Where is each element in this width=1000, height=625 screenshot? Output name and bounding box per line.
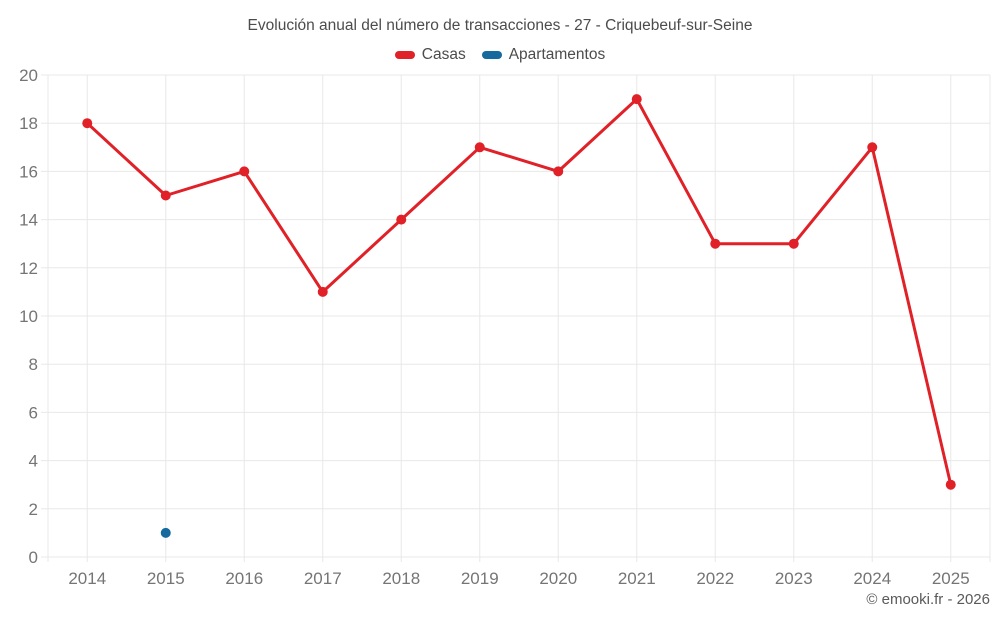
legend-swatch-casas	[394, 51, 415, 59]
x-axis-tick-label: 2018	[382, 569, 420, 588]
data-point-casas-2021[interactable]	[631, 94, 642, 105]
y-axis-tick-label: 8	[29, 355, 38, 374]
y-axis-tick-label: 10	[19, 307, 38, 326]
x-axis-tick-label: 2019	[461, 569, 499, 588]
data-point-casas-2019[interactable]	[474, 142, 485, 153]
data-point-casas-2020[interactable]	[553, 166, 564, 177]
data-point-casas-2025[interactable]	[945, 479, 956, 490]
copyright-text: © emooki.fr - 2026	[866, 591, 990, 608]
x-axis-tick-label: 2017	[304, 569, 342, 588]
legend-label-casas: Casas	[421, 46, 466, 63]
data-point-casas-2014[interactable]	[82, 118, 93, 129]
x-axis-tick-label: 2021	[618, 569, 656, 588]
data-point-casas-2017[interactable]	[317, 286, 328, 297]
legend-swatch-apartamentos	[481, 51, 502, 59]
x-axis-tick-label: 2015	[147, 569, 185, 588]
data-point-casas-2023[interactable]	[788, 238, 799, 249]
y-axis-tick-label: 18	[19, 114, 38, 133]
y-axis-tick-label: 6	[29, 403, 38, 422]
legend-label-apartamentos: Apartamentos	[508, 46, 606, 63]
data-point-casas-2022[interactable]	[710, 238, 721, 249]
y-axis-tick-label: 0	[29, 548, 38, 567]
y-axis-tick-label: 12	[19, 259, 38, 278]
data-point-casas-2015[interactable]	[160, 190, 171, 201]
y-axis-tick-label: 20	[19, 66, 38, 85]
data-point-casas-2018[interactable]	[396, 214, 407, 225]
x-axis-tick-label: 2022	[696, 569, 734, 588]
legend-item-apartamentos[interactable]: Apartamentos	[481, 46, 606, 64]
x-axis-tick-label: 2024	[853, 569, 891, 588]
y-axis-tick-label: 14	[19, 211, 38, 230]
x-axis-tick-label: 2023	[775, 569, 813, 588]
data-point-casas-2016[interactable]	[239, 166, 250, 177]
legend-item-casas[interactable]: Casas	[394, 46, 466, 64]
series-line-casas[interactable]	[85, 97, 953, 487]
x-axis-tick-label: 2025	[932, 569, 970, 588]
y-axis-tick-label: 2	[29, 500, 38, 519]
data-point-apartamentos-2015[interactable]	[160, 527, 171, 538]
y-axis-tick-label: 4	[29, 452, 38, 471]
data-point-casas-2024[interactable]	[867, 142, 878, 153]
x-axis-tick-label: 2016	[225, 569, 263, 588]
chart-legend: Casas Apartamentos	[0, 46, 1000, 64]
x-axis-tick-label: 2020	[539, 569, 577, 588]
x-axis-tick-label: 2014	[68, 569, 106, 588]
y-axis-tick-label: 16	[19, 162, 38, 181]
chart-title: Evolución anual del número de transaccio…	[247, 17, 753, 34]
